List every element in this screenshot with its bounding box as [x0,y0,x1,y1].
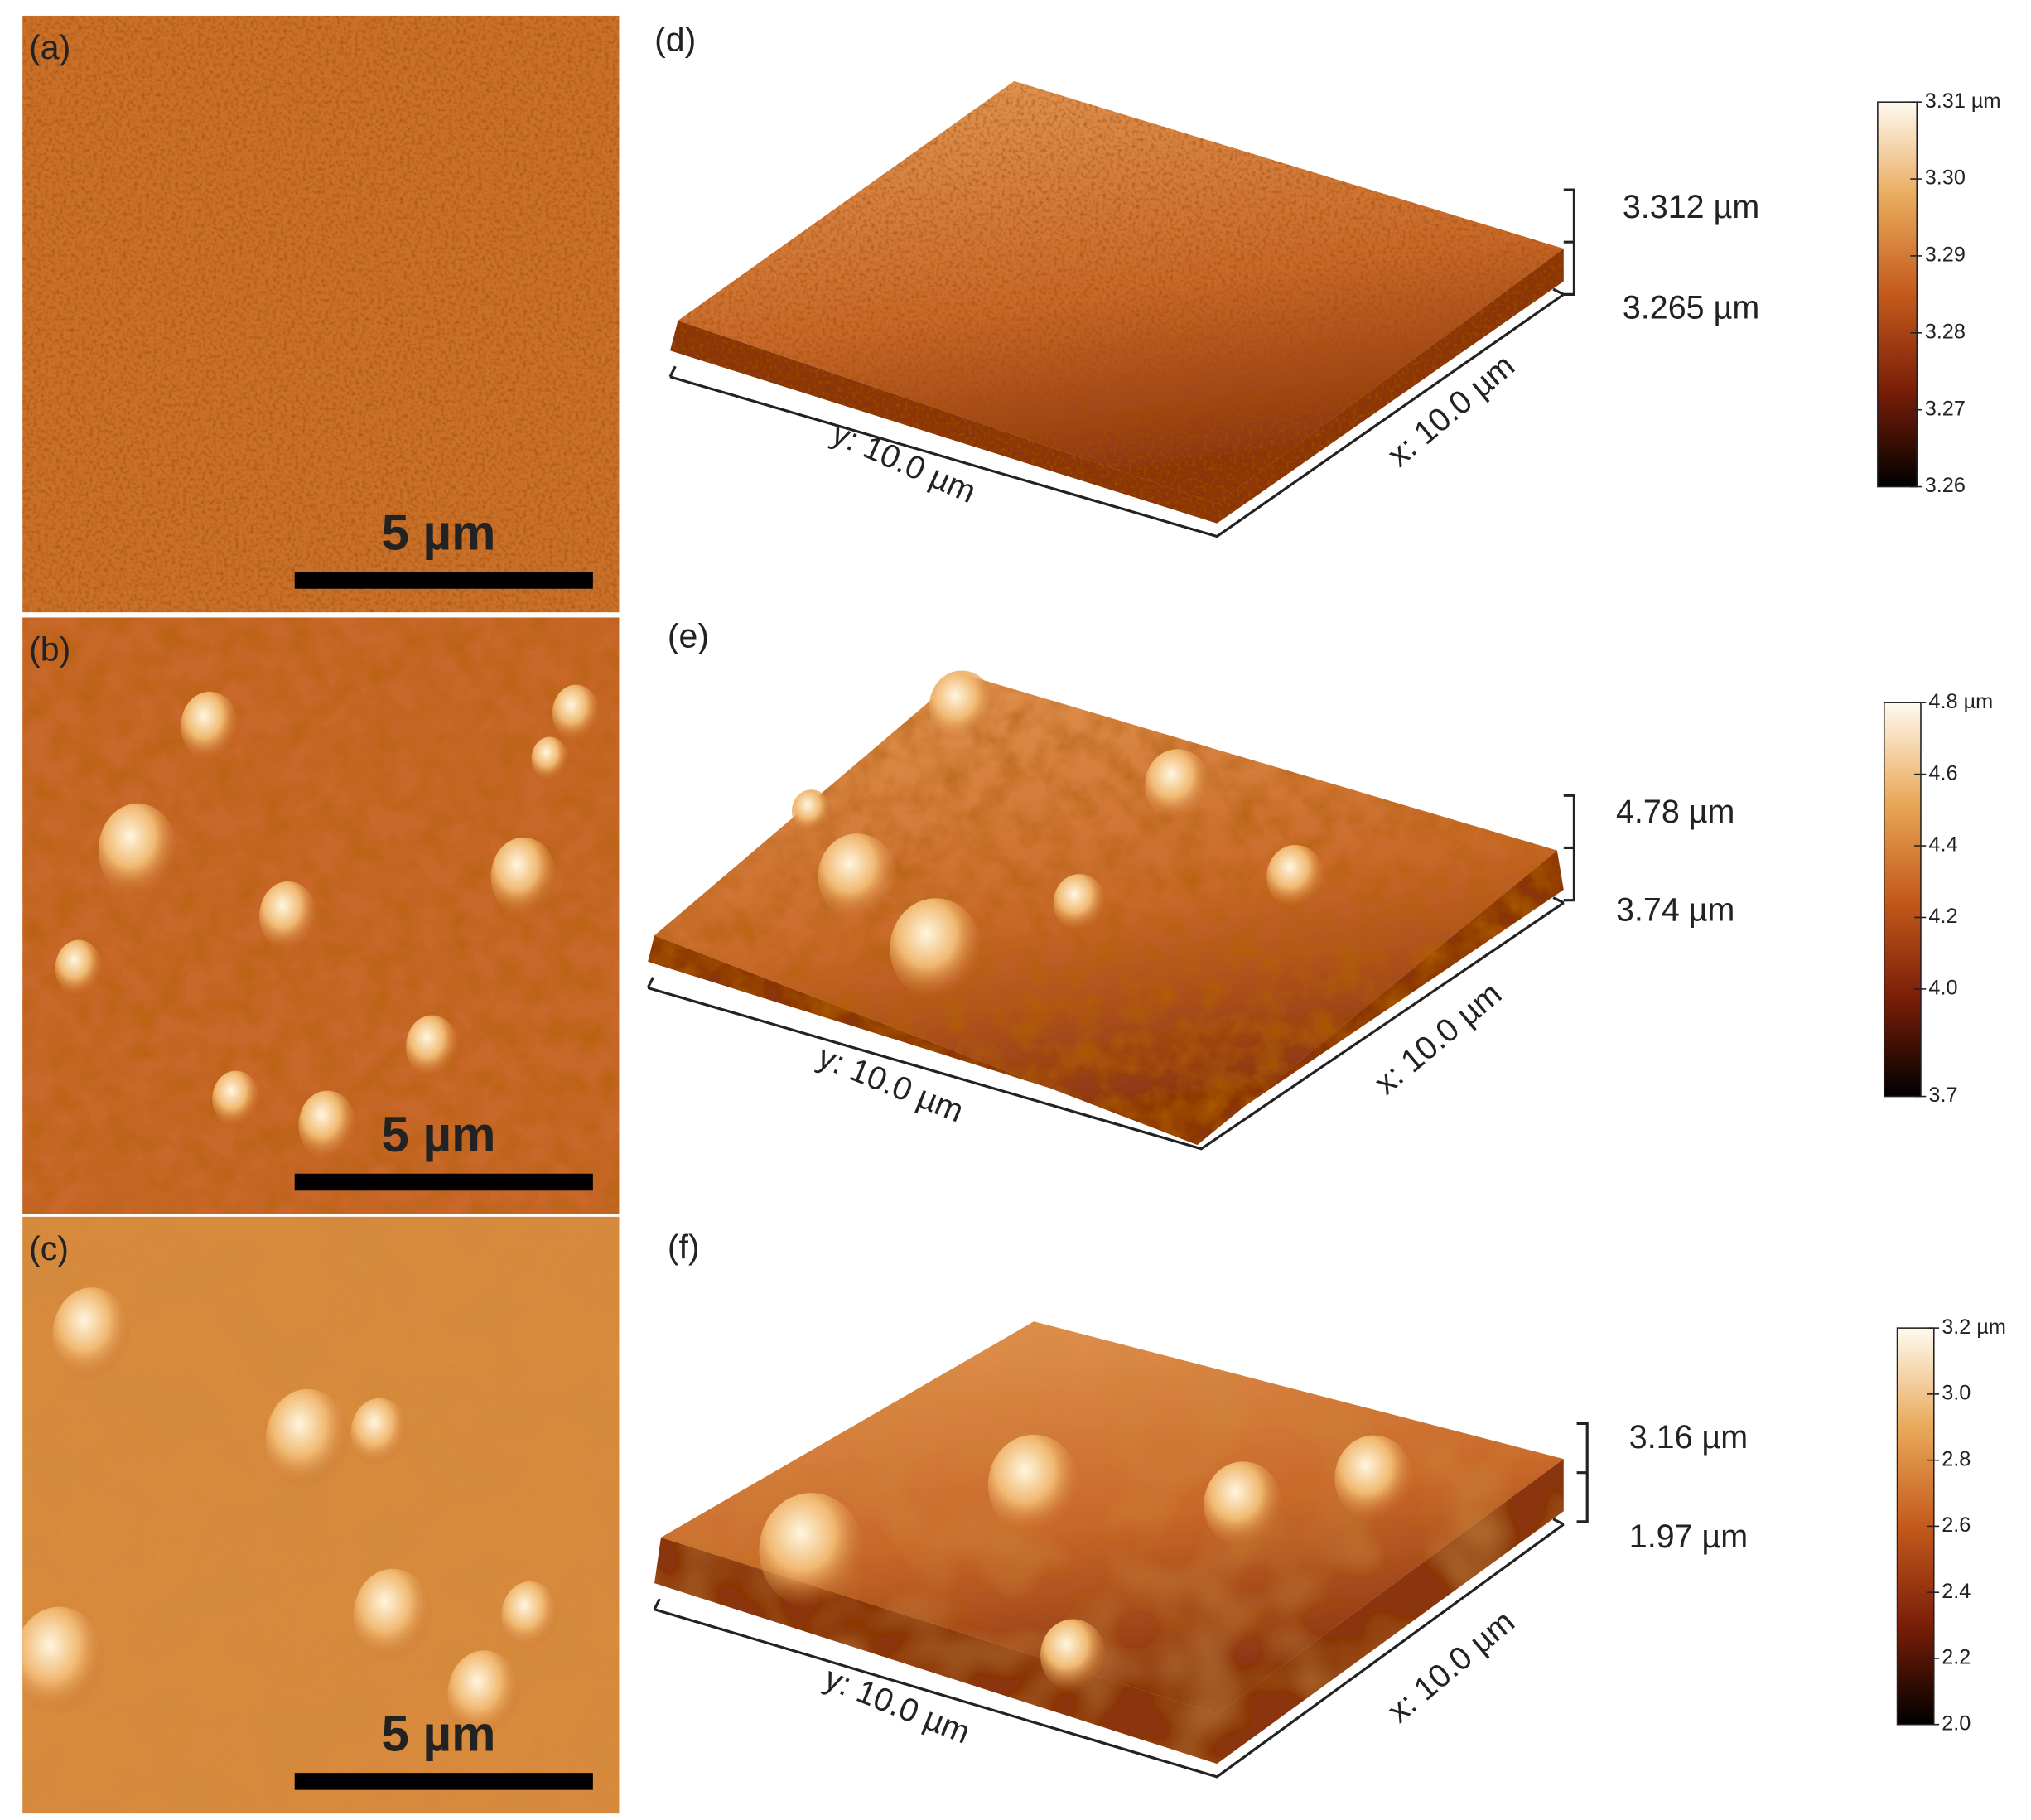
colorbar-tick-label: 4.8 µm [1928,690,1993,713]
surface-peak [1266,845,1324,909]
particle [531,736,568,781]
colorbar-tick-label: 3.28 [1925,320,1966,343]
z-top-label: 3.16 µm [1629,1419,1748,1456]
afm-image: (a) 5 µm [22,15,620,613]
panel-label: (e) [668,617,709,655]
z-top-label: 3.312 µm [1623,189,1759,225]
scale-bar-label: 5 µm [381,1107,495,1162]
panel-label: (a) [29,28,70,66]
z-bracket [1563,188,1575,296]
surface-side [654,1459,1564,1764]
particle [447,1650,521,1739]
scale-bar [294,1173,593,1191]
surface-top [660,1321,1564,1715]
particles [55,684,600,1161]
colorbar-tick-label: 3.7 [1928,1084,1957,1107]
colorbar-tick-label: 4.2 [1928,905,1957,928]
surface-panel: (e)y: 10.0 µm x: 10.0 µm4.78 µm3.74 µm4.8… [646,617,1993,1151]
surface-top [678,80,1564,504]
particle [350,1398,409,1468]
surface-peak [987,1434,1080,1536]
colorbar-tick-label: 3.30 [1925,167,1966,190]
scale-bar [294,1773,593,1790]
particle [55,939,103,997]
z-bottom-label: 1.97 µm [1629,1518,1748,1555]
colorbar [1883,702,1922,1098]
axis-line [654,1523,1565,1779]
surface-peak [1145,749,1211,822]
particle [552,684,600,741]
particle [298,1090,356,1161]
particles [22,1287,559,1739]
colorbar-tick-label: 2.6 [1942,1513,1971,1537]
scale-bar-label: 5 µm [381,504,495,560]
particle [265,1388,350,1490]
particle [259,881,317,951]
surface-peak [1053,874,1106,932]
particle [490,837,557,916]
scale-bar [294,572,593,589]
surface-peak [890,898,982,999]
colorbar [1877,101,1918,488]
panel-label: (d) [654,20,696,58]
z-bottom-label: 3.74 µm [1616,891,1734,928]
panel-label: (f) [668,1228,700,1266]
colorbar-tick-label: 3.0 [1942,1382,1971,1405]
surface-panel: (f)y: 10.0 µm x: 10.0 µm3.16 µm1.97 µm3.2… [653,1228,2006,1779]
z-bracket [1563,794,1575,902]
surface-peak [1334,1435,1414,1522]
colorbar-tick-label: 3.2 µm [1942,1316,2006,1339]
particle [52,1287,132,1382]
colorbar-tick-label: 3.26 [1925,474,1966,497]
particle [405,1015,459,1079]
surface-side [670,249,1564,524]
colorbar-tick-label: 2.8 [1942,1447,1971,1470]
surface-top [654,673,1557,1146]
z-bottom-label: 3.265 µm [1623,290,1759,326]
surface-peak [791,789,832,833]
surface-panel: (d)y: 10.0 µm x: 10.0 µm3.312 µm3.265 µm3… [654,20,2001,538]
z-bracket [1576,1422,1589,1523]
surface-peak [1040,1619,1106,1692]
colorbar-tick-label: 4.4 [1928,833,1957,857]
colorbar-tick-label: 2.4 [1942,1580,1971,1603]
particle [98,803,177,898]
axis-tick [668,365,677,378]
afm-image: (b) 5 µm [22,617,620,1214]
panel-label: (c) [29,1229,69,1267]
surface-peak [1204,1461,1283,1548]
particle [353,1568,432,1663]
colorbar-tick-label: 2.0 [1942,1711,1971,1735]
axis-tick [1552,1518,1565,1526]
surface-side [648,850,1564,1146]
colorbar-tick-label: 2.2 [1942,1646,1971,1669]
axis-tick [1552,896,1565,905]
colorbar-tick-label: 3.29 [1925,244,1966,267]
axis-tick [646,977,654,989]
afm-image: (c) 5 µm [22,1216,620,1814]
surface-peak [759,1493,864,1609]
image-bg [22,15,620,613]
colorbar-tick-label: 3.27 [1925,397,1966,420]
surface-peak [818,833,897,920]
panel-label: (b) [29,630,70,668]
axis-line [647,901,1565,1151]
scale-bar-label: 5 µm [381,1706,495,1761]
particle [22,1606,105,1717]
axis-tick [653,1598,661,1610]
colorbar-tick-label: 4.0 [1928,977,1957,1000]
colorbar-tick-label: 3.31 µm [1925,89,2001,113]
particle [501,1581,559,1651]
colorbar-tick-label: 4.6 [1928,761,1957,784]
surface-peak [929,670,995,743]
particle [181,691,239,761]
axis-tick [1552,287,1565,296]
z-top-label: 4.78 µm [1616,794,1734,830]
particle [212,1070,260,1127]
axis-line [669,293,1565,538]
